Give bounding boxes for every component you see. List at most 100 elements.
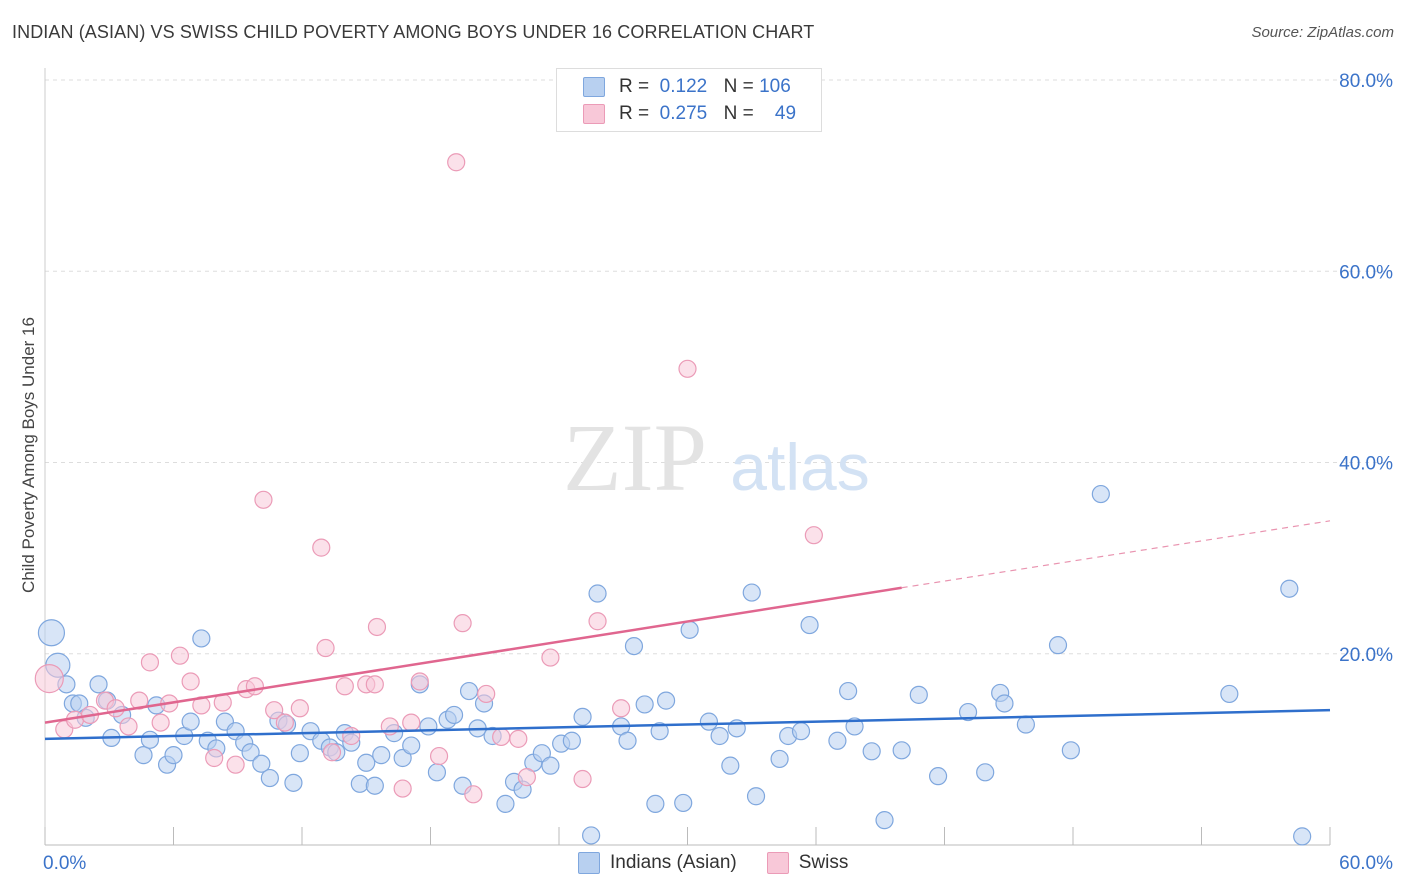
r-label: R = [619, 76, 650, 97]
r-label: R = [619, 103, 650, 124]
swiss-point [517, 768, 536, 787]
indians-point [459, 681, 479, 701]
indians-point [710, 726, 729, 746]
indians-point [357, 753, 376, 772]
swiss-r-value: 0.275 [659, 103, 708, 124]
axes [44, 68, 1331, 846]
indians-n-value: 106 [759, 76, 791, 97]
indians-point [164, 746, 183, 765]
chart-title: INDIAN (ASIAN) VS SWISS CHILD POVERTY AM… [12, 22, 815, 42]
indians-point [582, 826, 601, 845]
indians-point [37, 619, 66, 647]
swiss-n-value: 49 [774, 103, 797, 124]
swiss-point [477, 684, 496, 704]
indians-legend-label: Indians (Asian) [610, 852, 737, 873]
watermark-atlas: atlas [730, 430, 869, 504]
watermark-zip: ZIP [563, 404, 707, 511]
indians-point [699, 712, 719, 731]
swiss-point [181, 672, 200, 691]
swiss-point [151, 713, 170, 732]
n-label: N = [723, 103, 754, 124]
indians-point [393, 748, 412, 768]
x-tick-label: 0.0% [43, 853, 86, 874]
n-label: N = [723, 76, 754, 97]
x-tick-label: 60.0% [1339, 853, 1393, 874]
indians-point [1016, 715, 1035, 734]
indians-point [588, 584, 607, 603]
indians-point [1220, 684, 1239, 704]
indians-legend-swatch [578, 852, 600, 874]
swiss-legend-swatch [766, 852, 789, 874]
indians-point [427, 763, 447, 782]
swiss-point [367, 617, 387, 637]
indians-point [134, 746, 153, 765]
swiss-point [509, 729, 528, 748]
indians-point [656, 691, 676, 710]
gridlines [45, 79, 1392, 655]
stats-legend: R = 0.122 N = 106 R = 0.275 N = 49 [556, 68, 822, 132]
swiss-point [254, 490, 273, 509]
tick-labels: 20.0% 40.0% 60.0% 80.0% 0.0% 60.0% [43, 71, 1393, 874]
indians-point [845, 717, 864, 736]
swiss-point [402, 713, 421, 732]
indians-point [791, 722, 811, 741]
indians-point [140, 730, 160, 749]
legend-row-swiss: R = 0.275 N = 49 [583, 102, 796, 126]
y-tick-label: 20.0% [1339, 645, 1393, 666]
swiss-point [265, 701, 284, 720]
y-tick-label: 80.0% [1339, 71, 1393, 92]
indians-point [746, 787, 766, 806]
swiss-point [804, 526, 823, 545]
swiss-point [119, 717, 138, 736]
indians-point [646, 794, 665, 813]
legend-item-swiss[interactable]: Swiss [766, 852, 848, 874]
swiss-point [612, 699, 631, 718]
indians-point [635, 695, 654, 714]
swiss-point [541, 648, 560, 667]
swiss-point [290, 699, 309, 718]
indians-point [372, 746, 391, 765]
indians-swatch [583, 77, 605, 97]
indians-point [839, 681, 858, 701]
watermark: ZIP atlas [563, 404, 870, 511]
swiss-point [316, 638, 335, 658]
indians-point [496, 794, 515, 813]
indians-point [241, 743, 260, 762]
swiss-point [170, 646, 190, 665]
indians-point [976, 763, 995, 782]
swiss-point [464, 785, 483, 804]
y-axis-label: Child Poverty Among Boys Under 16 [19, 317, 38, 593]
indians-point [650, 722, 669, 741]
indians-point [892, 741, 911, 760]
indians-point [290, 744, 309, 763]
legend-item-indians[interactable]: Indians (Asian) [578, 852, 737, 874]
y-tick-label: 40.0% [1339, 454, 1393, 475]
swiss-point [588, 612, 607, 631]
indians-point [365, 776, 384, 795]
swiss-trend-extension [901, 520, 1331, 589]
indians-point [742, 583, 761, 602]
swiss-point [226, 755, 245, 774]
source-label: Source: ZipAtlas.com [1251, 24, 1394, 41]
swiss-point [429, 746, 449, 766]
indians-point [618, 731, 637, 750]
indians-point [562, 731, 581, 750]
indians-point [928, 767, 948, 786]
indians-point [680, 620, 699, 639]
swiss-point [365, 675, 384, 694]
swiss-point [492, 727, 511, 747]
indians-point [958, 702, 978, 722]
indians-point [1091, 484, 1110, 504]
indians-point [721, 756, 740, 775]
swiss-point [573, 769, 592, 789]
indians-point [402, 736, 421, 755]
swiss-point [410, 672, 429, 691]
swiss-point [106, 699, 125, 718]
swiss-trend-line [44, 586, 902, 724]
indians-point [541, 756, 560, 775]
swiss-point [342, 726, 361, 746]
indians-point [995, 694, 1014, 713]
indians-point [532, 744, 551, 763]
swiss-point [453, 614, 472, 633]
